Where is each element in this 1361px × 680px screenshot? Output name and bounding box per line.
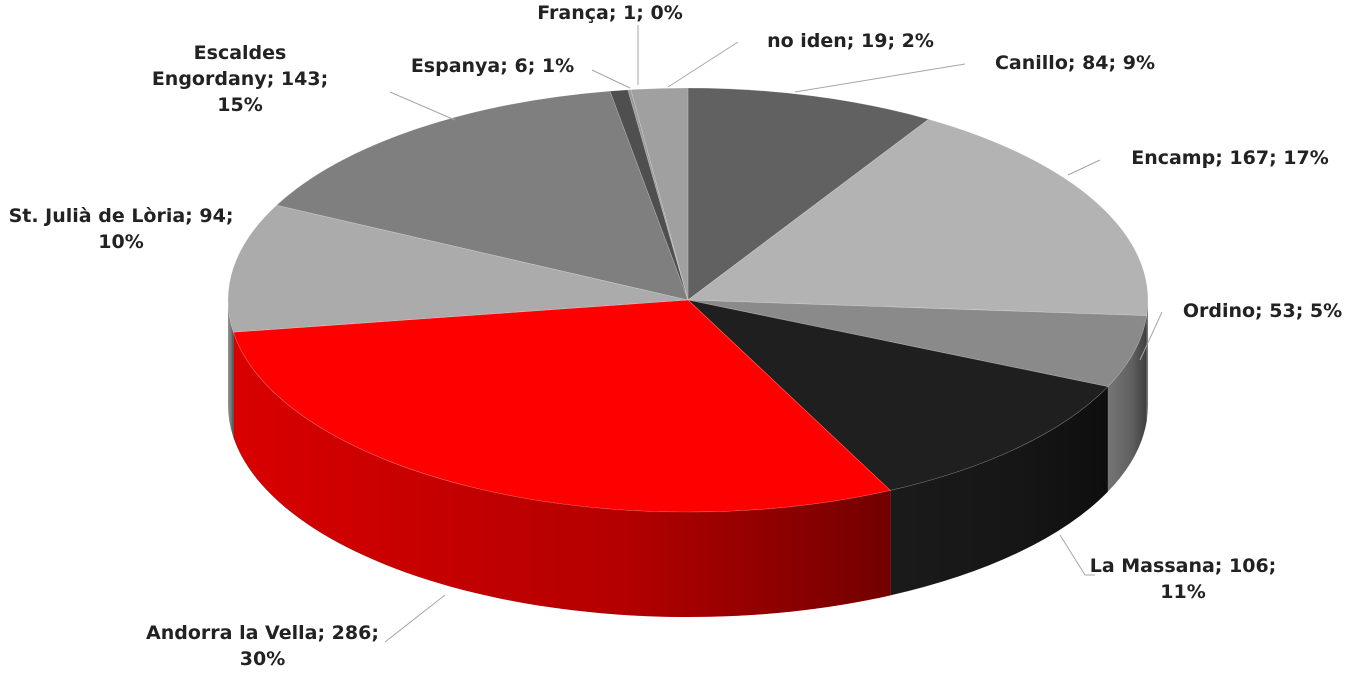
data-label: Espanya; 6; 1% [410, 55, 575, 77]
leader-line [1059, 534, 1095, 576]
slice [687, 87, 930, 301]
data-label: Andorra la Vella; 286; 30% [146, 622, 379, 670]
slice [630, 87, 689, 301]
slice [275, 90, 689, 301]
leader-line [667, 41, 739, 88]
leader-line [1067, 159, 1101, 176]
side-shade [228, 300, 234, 438]
data-label: França; 1; 0% [537, 2, 683, 24]
data-label: Canillo; 84; 9% [994, 52, 1155, 74]
data-label: Encamp; 167; 17% [1131, 147, 1329, 169]
slice [609, 89, 689, 301]
data-label: no iden; 19; 2% [767, 30, 934, 52]
data-label: St. Julià de Lòria; 94; 10% [8, 205, 234, 253]
leader-line [591, 69, 631, 89]
data-label: La Massana; 106; 11% [1089, 555, 1277, 603]
slice [687, 118, 1149, 316]
leader-line [389, 91, 456, 121]
side-shade [1146, 300, 1148, 421]
slice [227, 204, 689, 333]
data-label: Escaldes Engordany; 143; 15% [151, 42, 329, 116]
leader-line [794, 63, 966, 93]
slice [232, 299, 891, 513]
side-shade [1107, 315, 1147, 492]
data-label: Ordino; 53; 5% [1182, 300, 1343, 322]
slice [627, 89, 689, 301]
leader-line [384, 594, 446, 643]
slice [687, 299, 1148, 387]
side-shade [890, 386, 1108, 596]
leader-line [1139, 311, 1163, 361]
slice [687, 299, 1109, 491]
side-shade [233, 332, 891, 617]
